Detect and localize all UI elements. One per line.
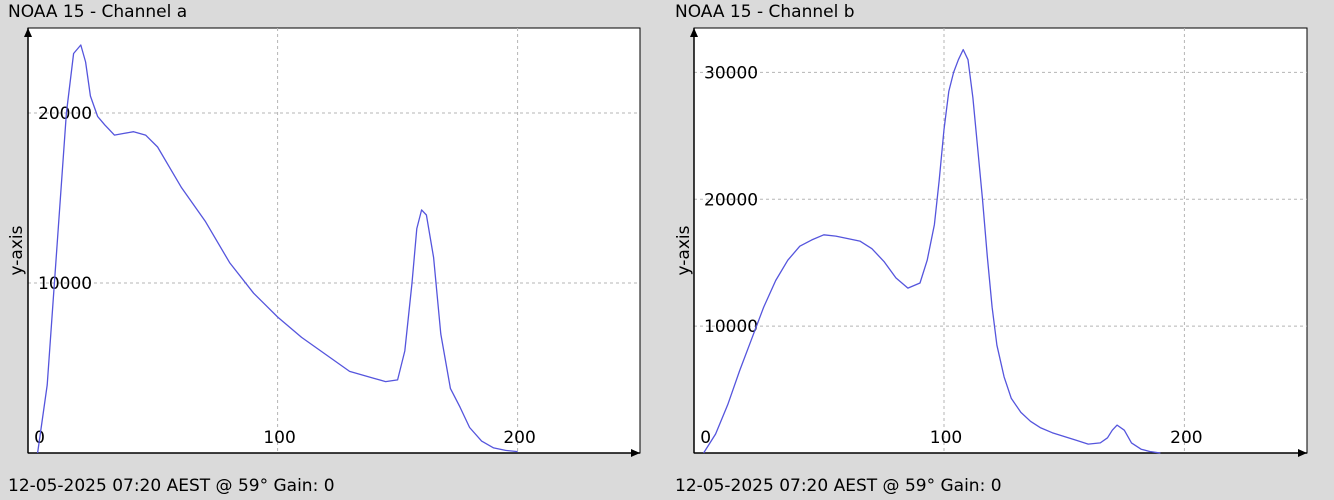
- chart-title: NOAA 15 - Channel a: [8, 2, 188, 22]
- chart-footer: 12-05-2025 07:20 AEST @ 59° Gain: 0: [675, 476, 1002, 496]
- x-tick-label: 200: [1170, 428, 1202, 448]
- chart-panel-b: NOAA 15 - Channel b 0 100 200 10000 20000 300…: [667, 0, 1334, 500]
- y-tick-label: 30000: [704, 63, 758, 83]
- y-axis-label: y-axis: [7, 225, 27, 275]
- x-tick-label: 100: [263, 428, 295, 448]
- y-tick-label: 20000: [704, 190, 758, 210]
- plot-area: [693, 27, 1308, 454]
- y-axis-label: y-axis: [674, 225, 694, 275]
- y-tick-label: 10000: [38, 274, 92, 294]
- chart-b-svg: 0 100 200 10000 20000 30000 y-axis: [674, 27, 1308, 457]
- y-tick-label: 10000: [704, 317, 758, 337]
- series-line: [36, 44, 518, 454]
- chart-panel-a: NOAA 15 - Channel a 0 100 200 10000 20000 y-a…: [0, 0, 660, 500]
- x-tick-label: 100: [930, 428, 962, 448]
- y-axis-arrow: [690, 28, 698, 37]
- chart-title: NOAA 15 - Channel b: [675, 2, 855, 22]
- x-axis-arrow: [1298, 449, 1307, 457]
- y-tick-label: 20000: [38, 104, 92, 124]
- chart-footer: 12-05-2025 07:20 AEST @ 59° Gain: 0: [8, 476, 335, 496]
- x-tick-label: 0: [700, 428, 711, 448]
- x-tick-label: 200: [503, 428, 535, 448]
- y-axis-arrow: [24, 28, 32, 37]
- series-line: [703, 48, 1161, 454]
- x-axis-arrow: [631, 449, 640, 457]
- plot-area: [27, 27, 641, 454]
